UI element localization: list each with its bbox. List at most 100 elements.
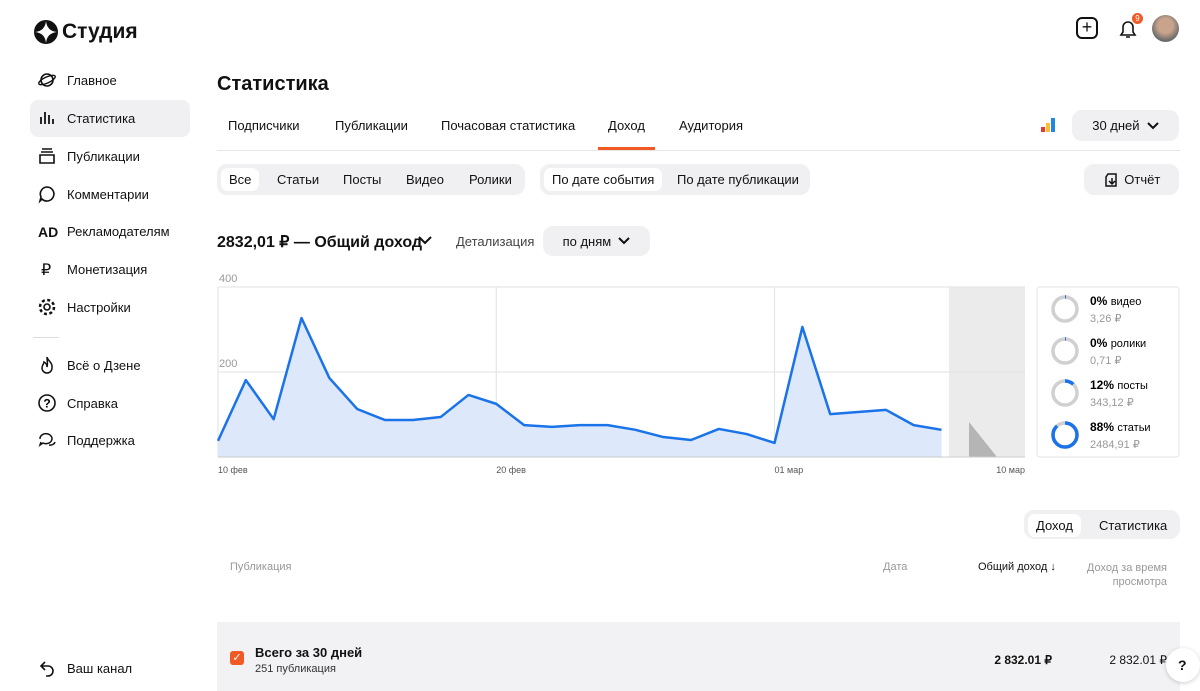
- report-button[interactable]: Отчёт: [1084, 164, 1179, 195]
- tab[interactable]: Почасовая статистика: [441, 118, 576, 133]
- donut-arc: [1051, 295, 1079, 323]
- donut-arc: [1051, 421, 1079, 449]
- nav-item[interactable]: Настройки: [30, 289, 190, 326]
- row-title: Всего за 30 дней: [255, 645, 363, 660]
- area: [218, 318, 942, 457]
- total-income[interactable]: 2832,01 ₽ — Общий доход: [217, 234, 423, 251]
- nav-label: Рекламодателям: [67, 224, 170, 239]
- segment[interactable]: Статьи: [277, 172, 320, 187]
- segment[interactable]: По дате публикации: [677, 172, 799, 187]
- notification-badge: 9: [1132, 13, 1143, 24]
- nav-item[interactable]: Всё о Дзене: [30, 347, 190, 384]
- incomplete-period: [949, 287, 1025, 457]
- segment[interactable]: Посты: [343, 172, 382, 187]
- percent: 0%: [1090, 336, 1108, 350]
- amount: 3,26 ₽: [1090, 313, 1121, 325]
- nav-item[interactable]: AD Рекламодателям: [30, 213, 190, 250]
- segment[interactable]: Видео: [406, 172, 444, 187]
- nav-item[interactable]: Публикации: [30, 138, 190, 175]
- page-title: Статистика: [217, 73, 329, 95]
- segment[interactable]: По дате события: [544, 168, 663, 191]
- table-toggle: Доход Статистика: [1024, 510, 1180, 539]
- nav-label: Справка: [67, 396, 118, 411]
- amount: 343,12 ₽: [1090, 397, 1134, 409]
- nav-label: Статистика: [67, 111, 136, 126]
- nav-item[interactable]: ₽ Монетизация: [30, 251, 190, 288]
- nav-label: Главное: [67, 73, 117, 88]
- total-row: [217, 622, 1180, 691]
- segment[interactable]: Все: [221, 168, 260, 191]
- y-tick-label: 200: [219, 358, 237, 370]
- nav-item[interactable]: Статистика: [30, 100, 190, 137]
- column-header[interactable]: Общий доход ↓: [978, 561, 1056, 573]
- chevron: [618, 237, 631, 245]
- nav-label: Монетизация: [67, 262, 148, 277]
- detail-dropdown[interactable]: по дням: [543, 226, 650, 256]
- type-filter: Все Статьи Посты Видео Ролики: [217, 164, 525, 195]
- tab[interactable]: Аудитория: [679, 118, 744, 133]
- bell-icon[interactable]: [1117, 17, 1139, 41]
- nav-item[interactable]: Главное: [30, 62, 190, 99]
- type-name: ролики: [1111, 338, 1147, 350]
- y-tick-label: 0: [219, 443, 225, 455]
- donut-track: [1051, 295, 1079, 323]
- segment[interactable]: Доход: [1028, 514, 1081, 537]
- x-tick-label: 10 мар: [996, 465, 1025, 475]
- x-tick-label: 10 фев: [218, 465, 248, 475]
- nav-label: Ваш канал: [67, 661, 133, 676]
- donut-track: [1051, 421, 1079, 449]
- column-header[interactable]: Доход за время просмотра: [1086, 562, 1167, 588]
- line: [216, 316, 942, 445]
- incomplete-area: [969, 422, 997, 457]
- nav-icon: AD: [38, 223, 59, 240]
- type-name: видео: [1111, 296, 1142, 308]
- donut-arc: [1051, 379, 1079, 407]
- create-button[interactable]: +: [1076, 17, 1098, 39]
- nav-label: Публикации: [67, 149, 140, 164]
- chevron: [1147, 121, 1159, 129]
- donut-arc: [1051, 337, 1079, 365]
- breakdown-label: 12% посты: [1090, 378, 1148, 392]
- nav-item[interactable]: ? Справка: [30, 385, 190, 422]
- breakdown-label: 0% видео: [1090, 294, 1141, 308]
- type-name: статьи: [1117, 422, 1150, 434]
- amount: 0,71 ₽: [1090, 355, 1121, 367]
- logo[interactable]: Студия: [62, 20, 138, 43]
- period-dropdown[interactable]: 30 дней: [1072, 110, 1179, 141]
- tab[interactable]: Публикации: [335, 118, 408, 133]
- percent: 88%: [1090, 420, 1114, 434]
- tab[interactable]: Подписчики: [228, 118, 300, 133]
- help-button[interactable]: ?: [1166, 648, 1200, 682]
- row-subtitle: 251 публикация: [255, 663, 336, 675]
- nav-item[interactable]: Ваш канал: [30, 650, 190, 687]
- x-tick-label: 01 мар: [775, 465, 804, 475]
- nav-label: Поддержка: [67, 433, 135, 448]
- report-icon: [1104, 172, 1117, 187]
- breakdown-panel: [1036, 286, 1180, 458]
- donut-track: [1051, 337, 1079, 365]
- amount: 2484,91 ₽: [1090, 439, 1140, 451]
- chevron: [418, 236, 432, 245]
- segment[interactable]: Статистика: [1099, 518, 1168, 533]
- checkbox[interactable]: ✓: [230, 651, 244, 665]
- tabs-divider: [217, 150, 1180, 151]
- row-view-income: 2 832.01 ₽: [1109, 653, 1167, 667]
- tab[interactable]: Доход: [608, 118, 645, 133]
- period-label: 30 дней: [1092, 118, 1140, 133]
- detail-label: Детализация: [456, 234, 535, 249]
- avatar[interactable]: [1152, 15, 1179, 42]
- percent: 0%: [1090, 294, 1108, 308]
- segment[interactable]: Ролики: [469, 172, 512, 187]
- column-header[interactable]: Дата: [883, 561, 908, 573]
- nav-item[interactable]: Поддержка: [30, 422, 190, 459]
- separator: [33, 337, 59, 338]
- detail-value: по дням: [562, 233, 612, 249]
- report-label: Отчёт: [1124, 172, 1161, 187]
- nav-label: Настройки: [67, 300, 131, 315]
- rating-icon: [1041, 118, 1055, 132]
- nav-item[interactable]: Комментарии: [30, 176, 190, 213]
- type-name: посты: [1117, 380, 1148, 392]
- column-header[interactable]: Публикация: [230, 561, 292, 573]
- row-income: 2 832.01 ₽: [994, 653, 1052, 667]
